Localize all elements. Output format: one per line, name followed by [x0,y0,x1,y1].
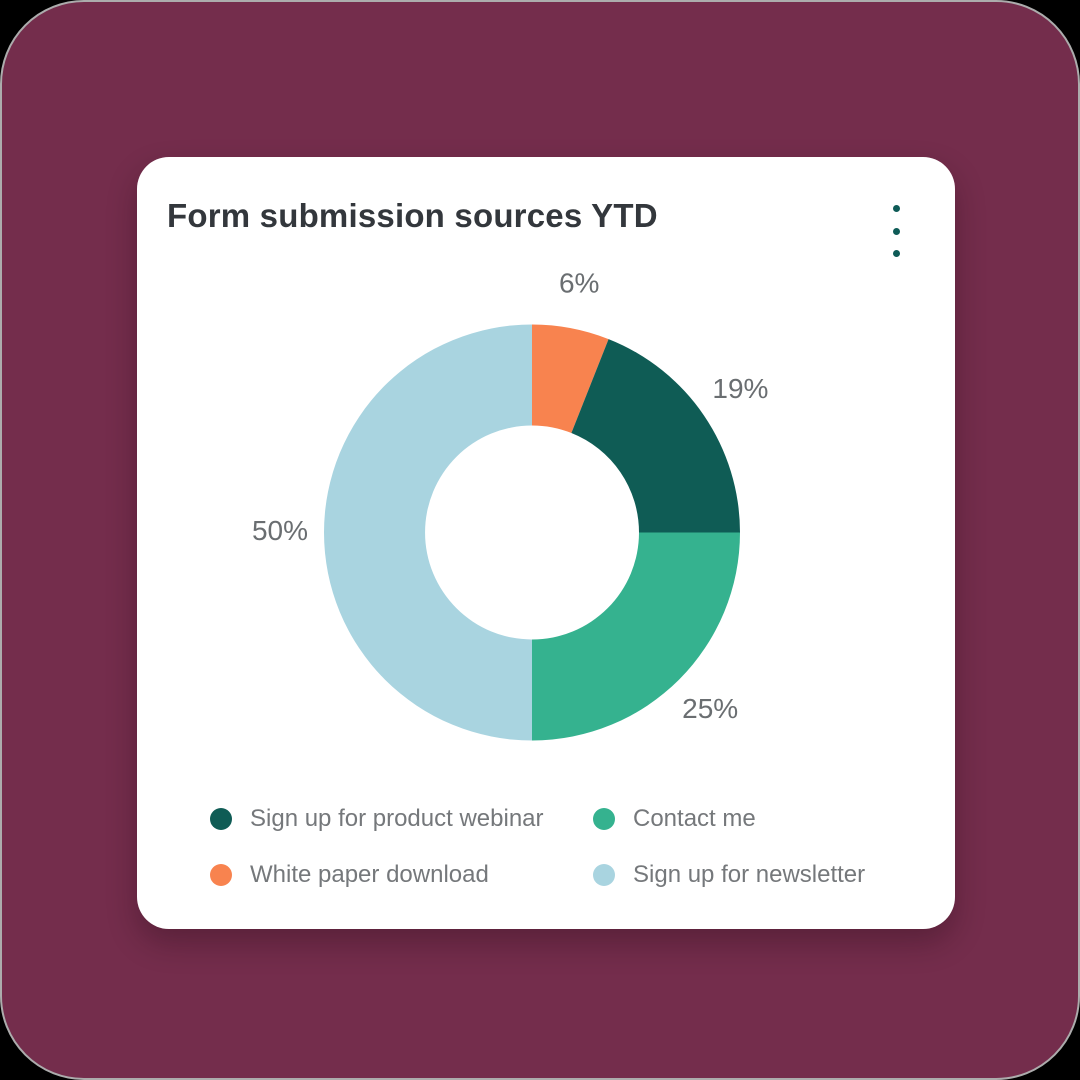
slice-percent-label-sign-up-for-product-webinar: 19% [712,373,768,404]
chart-legend: Sign up for product webinar Contact me Whi… [210,802,865,892]
slice-percent-label-white-paper-download: 6% [559,267,599,298]
donut-slice-sign-up-for-newsletter[interactable] [324,324,532,741]
kebab-dot [892,250,900,257]
legend-label: Contact me [633,805,756,832]
legend-item-sign-up-for-newsletter[interactable]: Sign up for newsletter [593,858,865,892]
legend-label: White paper download [250,861,489,888]
card-title: Form submission sources YTD [167,197,658,234]
legend-swatch-icon [210,864,232,886]
kebab-menu-icon[interactable] [884,205,908,257]
legend-item-contact-me[interactable]: Contact me [593,802,865,836]
slice-percent-label-contact-me: 25% [682,693,738,724]
legend-item-white-paper-download[interactable]: White paper download [210,858,593,892]
kebab-dot [892,227,900,235]
legend-swatch-icon [593,864,615,886]
legend-label: Sign up for newsletter [633,861,866,888]
donut-chart: 6% 19% 25% 50% [252,267,768,741]
legend-item-sign-up-for-product-webinar[interactable]: Sign up for product webinar [210,802,593,836]
chart-card: Form submission sources YTD 6% 19% 25% 50% … [137,157,955,929]
legend-swatch-icon [210,808,232,830]
donut-slice-contact-me[interactable] [532,532,740,741]
kebab-dot [892,205,900,212]
legend-label: Sign up for product webinar [250,805,544,832]
legend-swatch-icon [593,808,615,830]
donut-slice-white-paper-download[interactable] [532,324,609,434]
donut-slice-sign-up-for-product-webinar[interactable] [571,339,740,533]
slice-percent-label-sign-up-for-newsletter: 50% [252,515,308,546]
